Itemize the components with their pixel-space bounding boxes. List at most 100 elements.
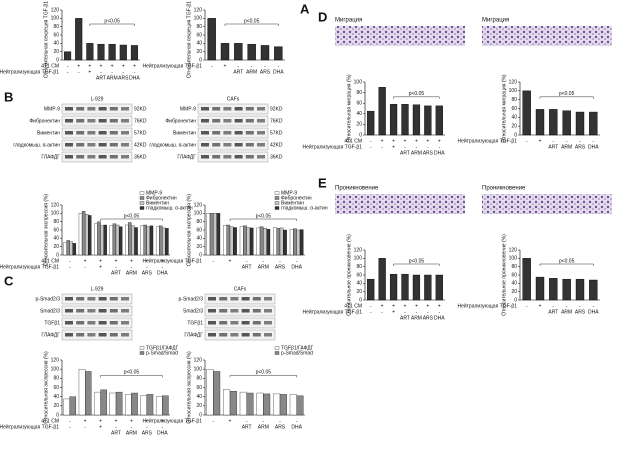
treatment-sign: - [552, 303, 554, 309]
bar [401, 104, 409, 136]
sig-bracket [229, 375, 297, 378]
blot-label: Виментин [173, 130, 196, 136]
band [65, 333, 73, 337]
band [208, 309, 216, 313]
band [223, 119, 232, 123]
bar [103, 224, 107, 256]
blot-label: ГЛАФДГ [177, 154, 196, 160]
band [252, 333, 261, 337]
blot-band [197, 115, 269, 127]
section-title: Миграция [335, 18, 362, 24]
blot-band [61, 293, 133, 305]
band [241, 333, 250, 337]
legend-label: MMP-9 [281, 190, 297, 196]
blot-size: 36KD [134, 154, 147, 160]
band [257, 107, 265, 111]
y-tick-label: 60 [53, 227, 59, 233]
treatment-label: Нейтрализующая TGF-β1 [0, 263, 59, 270]
bar [522, 90, 531, 136]
annotation: p<0.05 [104, 18, 120, 24]
bar [535, 276, 545, 301]
band [98, 107, 107, 111]
bar [296, 229, 301, 256]
section-title: Миграция [482, 18, 509, 24]
bar [213, 371, 221, 416]
legend-label: MMP-9 [146, 190, 162, 196]
band [109, 309, 118, 313]
sig-bracket [539, 96, 594, 99]
band [121, 131, 129, 135]
band [252, 297, 261, 301]
bar [389, 104, 398, 136]
sig-bracket [393, 263, 440, 266]
bar [84, 371, 92, 416]
band [76, 321, 85, 325]
y-tick-label: 60 [356, 101, 362, 107]
panel-label: B [4, 89, 13, 104]
band [212, 143, 221, 147]
bar [78, 213, 83, 256]
bar [72, 243, 77, 256]
blot-title: CAFs [227, 96, 240, 102]
y-tick-label: 100 [194, 16, 203, 22]
treatment-sign: - [115, 424, 117, 430]
treatment-sign: + [84, 258, 87, 264]
treatment-sign: - [146, 424, 148, 430]
treatment-sign: - [427, 144, 429, 150]
y-tick-label: 80 [53, 219, 59, 225]
treatment-sign: - [566, 303, 568, 309]
treatment-sign: - [69, 258, 71, 264]
treatment-sign: + [381, 138, 384, 144]
bar [97, 221, 101, 256]
y-tick-label: 20 [356, 289, 362, 295]
treatment-sign: - [370, 144, 372, 150]
band [121, 297, 129, 301]
bar [100, 389, 107, 416]
y-axis-label: Относительная секреция TGF-β1 (%) [186, 0, 192, 78]
blot-size: 92KD [134, 106, 147, 112]
band [76, 119, 85, 123]
band [257, 131, 265, 135]
x-tick-label: DHA [588, 144, 599, 150]
treatment-sign: - [264, 63, 266, 69]
y-axis-label: Относительное проникновение (%) [346, 234, 352, 316]
blot-band [61, 139, 133, 151]
treatment-sign: - [146, 264, 148, 270]
legend-label: гладкомыш. α-актин [281, 205, 328, 211]
blot-label: MMP-9 [180, 106, 196, 112]
y-tick-label: 80 [356, 90, 362, 96]
band [98, 155, 107, 159]
legend-swatch [139, 346, 145, 350]
treatment-sign: + [99, 424, 102, 430]
bar [234, 43, 243, 61]
y-axis-label: Относительная миграция (%) [346, 74, 352, 143]
x-tick-label: ARS [423, 150, 434, 156]
bar [589, 279, 598, 301]
treatment-sign: + [415, 303, 418, 309]
bar [159, 225, 163, 256]
bar [239, 226, 244, 256]
y-tick-label: 60 [53, 32, 59, 38]
bar [246, 227, 251, 256]
micrographs [335, 26, 612, 214]
y-tick-label: 0 [56, 252, 59, 258]
sig-bracket [224, 23, 279, 26]
y-tick-label: 40 [196, 236, 202, 242]
legend-label: гладкомыш. α-актин [146, 205, 193, 211]
treatment-sign: - [416, 144, 418, 150]
x-tick-label: ART [242, 264, 252, 270]
legend-swatch [274, 206, 280, 210]
treatment-sign: - [296, 258, 298, 264]
band [121, 321, 129, 325]
bar [118, 226, 123, 256]
band [87, 131, 96, 135]
y-tick-label: 20 [511, 123, 517, 129]
bar [289, 229, 294, 256]
y-tick-label: 20 [53, 244, 59, 250]
band [230, 297, 239, 301]
blot-title: L-929 [91, 286, 104, 292]
x-tick-label: DHA [291, 264, 302, 270]
band [98, 119, 107, 123]
bar [115, 224, 120, 256]
y-tick-label: 40 [53, 236, 59, 242]
